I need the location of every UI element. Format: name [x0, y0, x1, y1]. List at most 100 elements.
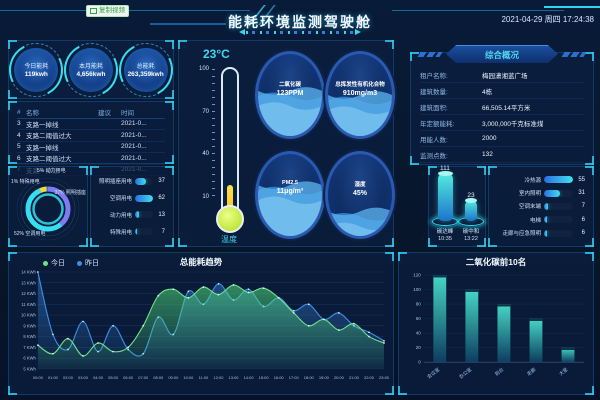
svg-text:8 KWh: 8 KWh	[23, 334, 36, 339]
bar-fill	[135, 228, 138, 236]
bar-track	[135, 194, 153, 202]
alarm-row[interactable]: 4 支路二阈值过大 2021-0...	[17, 130, 165, 142]
alarm-index: 5	[17, 143, 21, 151]
bar-row: 走廊与应急照明 6	[497, 229, 585, 237]
classification-bars: 照明插座用电 37 空调用电 62 动力用电 13 特殊用电 7	[99, 173, 165, 240]
co2-chart[interactable]: 0 20 40 60 80 100 120 会议室 办公室 前台 走廊 大堂	[402, 268, 590, 391]
bar-fill	[135, 211, 139, 219]
co2-panel: 二氧化碳前10名 0 20 40 60 80 100 120 会议室 办公室 前台 走廊 大堂	[398, 252, 594, 395]
svg-text:80: 80	[416, 302, 422, 307]
svg-text:02:00: 02:00	[63, 375, 74, 380]
overview-row: 建筑数量: 4栋	[420, 83, 584, 99]
bar-value: 13	[158, 211, 165, 218]
gauge-label: 总挥发性有机化合物	[335, 82, 385, 88]
legend-yesterday[interactable]: 昨日	[77, 258, 99, 268]
svg-text:17:00: 17:00	[289, 375, 300, 380]
svg-text:14:00: 14:00	[244, 375, 255, 380]
svg-text:19:00: 19:00	[319, 375, 330, 380]
svg-text:40: 40	[416, 331, 422, 336]
overview-row: 监测点数: 132	[420, 147, 584, 163]
bar-value: 6	[581, 230, 585, 237]
bar-track	[544, 176, 573, 184]
svg-text:18:00: 18:00	[304, 375, 315, 380]
bar-track	[544, 216, 573, 224]
alarm-row[interactable]: 5 支路一掉线 2021-0...	[17, 142, 165, 153]
thermometer-fill	[227, 185, 233, 211]
gauge-value: 123PPM	[276, 90, 304, 97]
overview-row: 年定额能耗: 3,000,000千克标准煤	[420, 115, 584, 131]
gauge-text: 二氧化碳 123PPM	[258, 80, 322, 97]
env-gauge: 湿度 45%	[325, 151, 395, 239]
bar-track	[544, 202, 573, 210]
bar-value: 6	[581, 216, 585, 223]
bar-track	[544, 229, 573, 237]
overview-value: 66,505.14平方米	[482, 104, 531, 112]
cylinder-value: 23	[467, 191, 475, 199]
datetime: 2021-04-29 周四 17:24:38	[501, 15, 594, 24]
thermometer	[221, 67, 239, 217]
bar-value: 31	[578, 190, 585, 197]
alarm-row[interactable]: 6 支路二阈值过大 2021-0...	[17, 153, 165, 165]
svg-text:05:00: 05:00	[108, 375, 119, 380]
bar-label: 照明插座用电	[99, 179, 133, 186]
carbon-cylinder: 111 碳达峰 10:35	[432, 165, 458, 242]
svg-text:6 KWh: 6 KWh	[23, 356, 36, 361]
svg-text:22:00: 22:00	[364, 375, 375, 380]
alarm-row[interactable]: 3 支路一掉线 2021-0...	[17, 119, 165, 130]
subsystem-bars: 冷热源 55 室内照明 31 空调末端 7 电梯 6 走廊与应急照明 6	[497, 173, 585, 240]
environment-panel: 23°C 100 70 40 10 温度 二氧化碳 123PPM 总挥发性有机化合物 910…	[178, 40, 395, 247]
svg-text:21:00: 21:00	[349, 375, 360, 380]
gauge-text: 湿度 45%	[328, 180, 392, 197]
env-gauge: 二氧化碳 123PPM	[255, 51, 325, 139]
bar-track	[135, 211, 153, 219]
stat-value: 263,359kwh	[127, 71, 164, 78]
svg-text:会议室: 会议室	[426, 366, 442, 380]
bar-label: 动力用电	[109, 212, 132, 219]
alarm-index: 4	[17, 131, 21, 139]
gauge-wave	[328, 207, 392, 236]
alarm-index: 6	[17, 154, 21, 162]
trend-chart[interactable]: 14 KWh 13 KWh 12 KWh 11 KWh 10 KWh 9 KWh 8 KWh…	[12, 268, 390, 391]
svg-text:03:00: 03:00	[78, 375, 89, 380]
svg-text:0: 0	[418, 360, 421, 365]
svg-text:16:00: 16:00	[274, 375, 285, 380]
bar-fill	[544, 189, 561, 197]
gauge-wave	[328, 91, 392, 136]
bar-label: 冷热源	[524, 177, 541, 184]
svg-text:00:00: 00:00	[33, 375, 44, 380]
co2-svg: 0 20 40 60 80 100 120 会议室 办公室 前台 走廊 大堂	[413, 273, 585, 380]
svg-text:12 KWh: 12 KWh	[21, 291, 36, 296]
alarm-panel: # 名称 建议 时间 3 支路一掉线 2021-0... 4 支路二阈值过大 2021-0…	[8, 101, 174, 176]
overview-banner: 综合概况	[411, 45, 593, 63]
svg-text:120: 120	[413, 273, 421, 278]
svg-text:办公室: 办公室	[458, 366, 474, 380]
energy-stat-circle: 总能耗 263,359kwh	[118, 42, 173, 97]
svg-text:13 KWh: 13 KWh	[21, 280, 36, 285]
carbon-cylinder: 23 碳中和 13:22	[458, 192, 484, 242]
svg-text:100: 100	[413, 287, 421, 292]
svg-text:07:00: 07:00	[138, 375, 149, 380]
scale-tick: 10	[202, 194, 209, 200]
thermometer-scale: 100 70 40 10	[187, 66, 209, 200]
overview-row: 建筑面积: 66,505.14平方米	[420, 99, 584, 115]
overview-label: 监测点数:	[420, 152, 448, 160]
bar-row: 空调末端 7	[497, 202, 585, 210]
bar-track	[135, 177, 153, 185]
copy-video-badge[interactable]: 复制视频	[86, 5, 129, 17]
energy-pie-chart[interactable]: 5% 动力用电 1% 特殊用电 37% 照明插座 52% 空调用电	[9, 167, 87, 246]
legend-yesterday-label: 昨日	[85, 260, 99, 267]
bar-track	[135, 228, 153, 236]
bar-fill	[135, 177, 146, 185]
svg-text:10 KWh: 10 KWh	[21, 313, 36, 318]
temperature-value: 23°C	[203, 47, 230, 61]
alarm-time: 2021-0...	[121, 120, 147, 128]
energy-stat-circle: 今日能耗 119kwh	[9, 42, 64, 97]
trend-title: 总能耗趋势	[179, 257, 223, 267]
svg-text:04:00: 04:00	[93, 375, 104, 380]
title-decoration	[239, 29, 361, 35]
svg-text:20:00: 20:00	[334, 375, 345, 380]
overview-row: 租户名称: 梅园潇湘蓝广场	[420, 67, 584, 83]
legend-today[interactable]: 今日	[43, 258, 65, 268]
legend-dot-today	[43, 260, 48, 266]
